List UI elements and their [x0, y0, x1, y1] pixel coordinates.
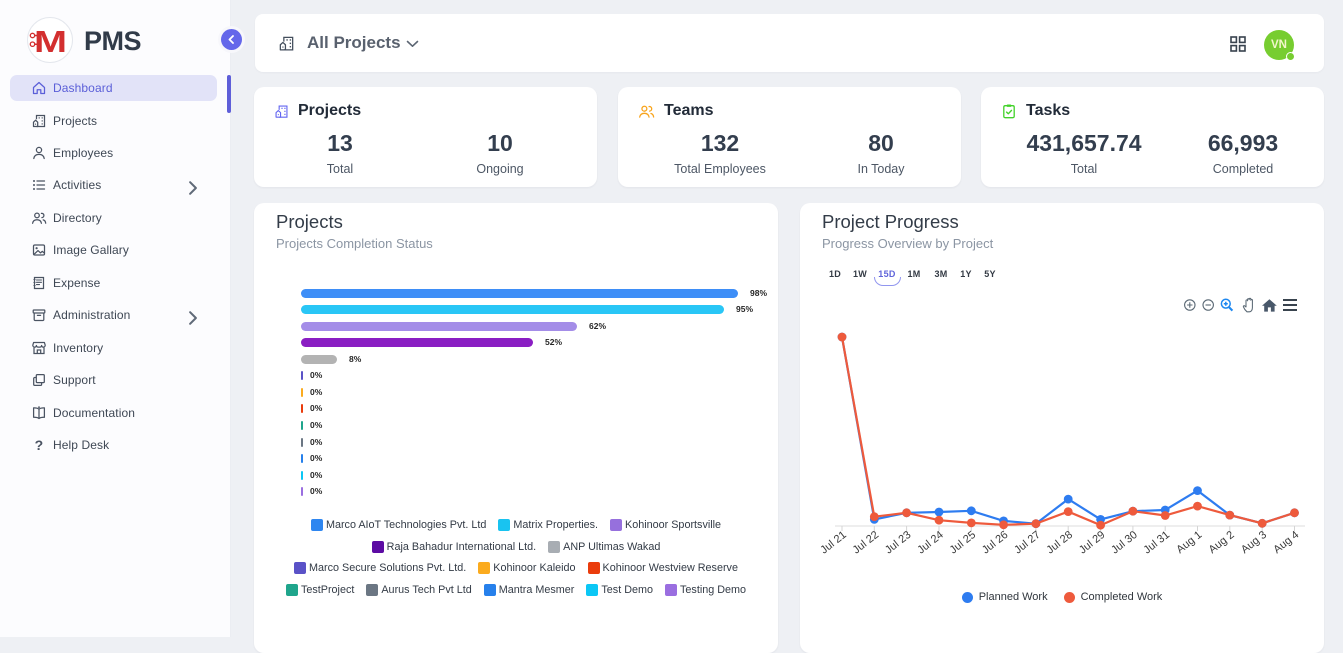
- svg-text:Jul 22: Jul 22: [851, 529, 882, 557]
- svg-text:Jul 30: Jul 30: [1109, 529, 1140, 557]
- svg-text:Jul 24: Jul 24: [915, 529, 946, 557]
- svg-text:Jul 29: Jul 29: [1077, 529, 1108, 557]
- svg-text:Jul 26: Jul 26: [980, 529, 1011, 557]
- svg-text:Aug 4: Aug 4: [1271, 529, 1301, 556]
- svg-text:Jul 31: Jul 31: [1142, 529, 1173, 557]
- svg-text:M: M: [34, 24, 67, 59]
- svg-text:Jul 28: Jul 28: [1045, 529, 1076, 557]
- svg-text:Aug 3: Aug 3: [1239, 529, 1269, 556]
- svg-text:Jul 25: Jul 25: [948, 529, 979, 557]
- svg-text:Aug 1: Aug 1: [1174, 529, 1204, 556]
- svg-text:?: ?: [35, 437, 44, 453]
- svg-text:Jul 21: Jul 21: [818, 529, 849, 557]
- svg-text:Jul 23: Jul 23: [883, 529, 914, 557]
- svg-text:Aug 2: Aug 2: [1207, 529, 1237, 556]
- svg-text:Jul 27: Jul 27: [1012, 529, 1043, 557]
